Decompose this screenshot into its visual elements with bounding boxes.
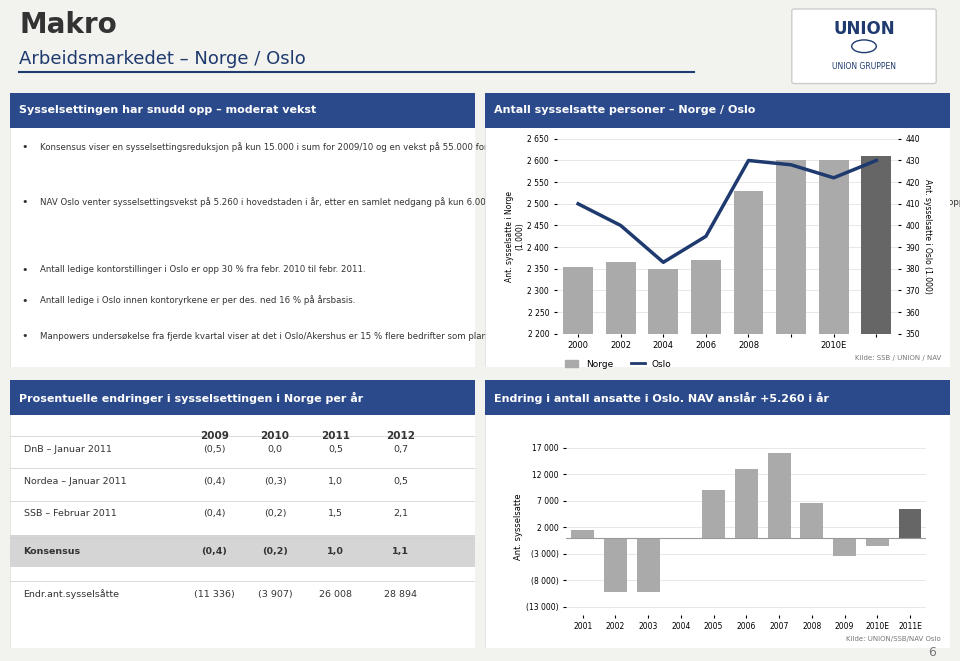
Text: 28 894: 28 894 — [384, 590, 418, 599]
Bar — [899, 508, 922, 538]
Bar — [801, 503, 824, 538]
Text: UNION GRUPPEN: UNION GRUPPEN — [832, 61, 896, 71]
Text: •: • — [21, 295, 28, 305]
Bar — [691, 260, 721, 661]
Legend: Norge, Oslo: Norge, Oslo — [562, 356, 675, 372]
Bar — [819, 161, 849, 661]
Text: (11 336): (11 336) — [194, 590, 235, 599]
Text: (0,4): (0,4) — [202, 547, 228, 556]
Text: 0,7: 0,7 — [394, 445, 408, 454]
Text: Endring i antall ansatte i Oslo. NAV anslår +5.260 i år: Endring i antall ansatte i Oslo. NAV ans… — [494, 391, 829, 403]
Bar — [604, 538, 627, 592]
Text: 2012: 2012 — [386, 431, 416, 441]
FancyBboxPatch shape — [10, 380, 475, 415]
Bar — [571, 530, 594, 538]
Text: 1,5: 1,5 — [328, 510, 343, 518]
Text: 0,5: 0,5 — [328, 445, 343, 454]
Text: 0,0: 0,0 — [268, 445, 282, 454]
Text: Makro: Makro — [19, 11, 117, 38]
Text: Antall ledige kontorstillinger i Oslo er opp 30 % fra febr. 2010 til febr. 2011.: Antall ledige kontorstillinger i Oslo er… — [40, 265, 366, 274]
Y-axis label: Ant. sysselsatte i Norge
(1.000): Ant. sysselsatte i Norge (1.000) — [505, 191, 524, 282]
Bar — [636, 538, 660, 592]
Text: •: • — [21, 265, 28, 276]
Bar — [648, 269, 678, 661]
Bar — [606, 262, 636, 661]
FancyBboxPatch shape — [792, 9, 936, 83]
Text: •: • — [21, 331, 28, 341]
Text: Sysselsettingen har snudd opp – moderat vekst: Sysselsettingen har snudd opp – moderat … — [19, 105, 316, 116]
Text: (0,2): (0,2) — [262, 547, 288, 556]
Text: 0,5: 0,5 — [394, 477, 408, 486]
Text: (0,3): (0,3) — [264, 477, 286, 486]
FancyBboxPatch shape — [485, 93, 950, 367]
Bar — [833, 538, 856, 557]
Bar — [733, 191, 763, 661]
Text: (0,2): (0,2) — [264, 510, 286, 518]
Text: (0,5): (0,5) — [204, 445, 226, 454]
FancyBboxPatch shape — [485, 380, 950, 648]
Bar — [702, 490, 725, 538]
Text: 2,1: 2,1 — [394, 510, 408, 518]
FancyBboxPatch shape — [10, 380, 475, 648]
Bar — [777, 161, 806, 661]
Bar — [861, 156, 891, 661]
Text: 26 008: 26 008 — [319, 590, 352, 599]
Text: •: • — [21, 197, 28, 207]
Text: SSB – Februar 2011: SSB – Februar 2011 — [24, 510, 116, 518]
FancyBboxPatch shape — [10, 93, 475, 128]
Text: 1,1: 1,1 — [393, 547, 409, 556]
FancyBboxPatch shape — [485, 93, 950, 128]
FancyBboxPatch shape — [10, 535, 475, 567]
Text: Manpowers undersøkelse fra fjerde kvartal viser at det i Oslo/Akershus er 15 % f: Manpowers undersøkelse fra fjerde kvarta… — [40, 331, 684, 341]
Y-axis label: Ant. sysselsatte: Ant. sysselsatte — [515, 494, 523, 561]
Text: (0,4): (0,4) — [204, 510, 226, 518]
Text: Antall sysselsatte personer – Norge / Oslo: Antall sysselsatte personer – Norge / Os… — [494, 105, 756, 116]
Bar — [866, 538, 889, 546]
Text: Endr.ant.sysselsåtte: Endr.ant.sysselsåtte — [24, 590, 120, 599]
Text: •: • — [21, 142, 28, 152]
Text: 6: 6 — [928, 646, 936, 659]
Text: (3 907): (3 907) — [257, 590, 292, 599]
FancyBboxPatch shape — [10, 93, 475, 367]
Text: Arbeidsmarkedet – Norge / Oslo: Arbeidsmarkedet – Norge / Oslo — [19, 50, 306, 68]
Text: Nordea – Januar 2011: Nordea – Januar 2011 — [24, 477, 126, 486]
Y-axis label: Ant. sysselsatte i Oslo (1.000): Ant. sysselsatte i Oslo (1.000) — [923, 179, 931, 293]
Text: 1,0: 1,0 — [328, 477, 343, 486]
Text: Antall ledige i Oslo innen kontoryrkene er per des. ned 16 % på årsbasis.: Antall ledige i Oslo innen kontoryrkene … — [40, 295, 355, 305]
Text: Kilde: SSB / UNION / NAV: Kilde: SSB / UNION / NAV — [854, 356, 941, 362]
Text: 2011: 2011 — [321, 431, 350, 441]
Bar — [735, 469, 757, 538]
Bar — [768, 453, 791, 538]
Text: Konsensus: Konsensus — [24, 547, 81, 556]
Text: Prosentuelle endringer i sysselsettingen i Norge per år: Prosentuelle endringer i sysselsettingen… — [19, 391, 363, 403]
Text: 2010: 2010 — [260, 431, 290, 441]
Text: 1,0: 1,0 — [327, 547, 344, 556]
Text: Kilde: UNION/SSB/NAV Oslo: Kilde: UNION/SSB/NAV Oslo — [847, 637, 941, 642]
Text: NAV Oslo venter sysselsettingsvekst på 5.260 i hovedstaden i år, etter en samlet: NAV Oslo venter sysselsettingsvekst på 5… — [40, 197, 960, 207]
Bar — [564, 266, 593, 661]
FancyBboxPatch shape — [485, 380, 950, 415]
Text: 2009: 2009 — [200, 431, 228, 441]
Text: DnB – Januar 2011: DnB – Januar 2011 — [24, 445, 111, 454]
Text: Konsensus viser en sysselsettingsreduksjon på kun 15.000 i sum for 2009/10 og en: Konsensus viser en sysselsettingsreduksj… — [40, 142, 718, 152]
Text: (0,4): (0,4) — [204, 477, 226, 486]
Text: UNION: UNION — [833, 20, 895, 38]
